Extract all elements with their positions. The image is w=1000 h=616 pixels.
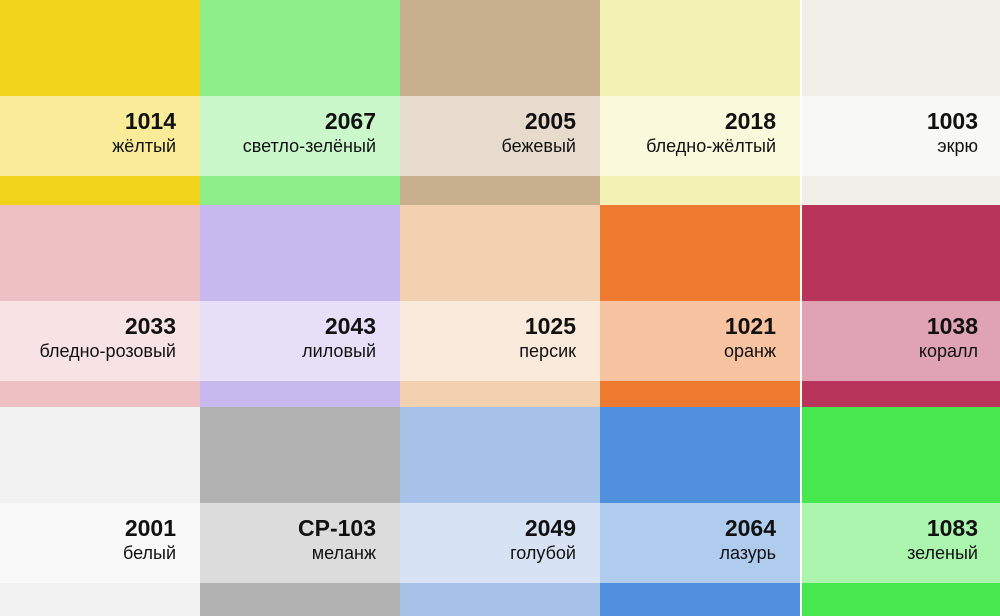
color-name: персик (519, 341, 576, 361)
color-name: жёлтый (112, 136, 176, 156)
color-code: 2001 (124, 515, 176, 541)
color-code: 1083 (926, 515, 978, 541)
label-band: 2033 бледно-розовый (0, 301, 200, 381)
color-code: 1014 (124, 108, 176, 134)
color-name: бледно-жёлтый (646, 136, 776, 156)
color-code: 2064 (724, 515, 776, 541)
label-band: 2005 бежевый (400, 96, 600, 176)
color-name: оранж (723, 341, 776, 361)
color-code: 2043 (324, 313, 376, 339)
swatch: 2064 лазурь (600, 407, 800, 616)
color-code: 1021 (724, 313, 776, 339)
swatch: 2043 лиловый (200, 205, 400, 407)
label-band: 2064 лазурь (600, 503, 800, 583)
color-name: светло-зелёный (242, 136, 376, 156)
label-band: 1083 зеленый (802, 503, 1000, 583)
color-code: 2005 (524, 108, 576, 134)
label-band: 2018 бледно-жёлтый (600, 96, 800, 176)
swatch: 1003 экрю (802, 0, 1000, 205)
color-name: экрю (937, 136, 978, 156)
swatch: 2067 светло-зелёный (200, 0, 400, 205)
swatch: 2005 бежевый (400, 0, 600, 205)
color-name: лиловый (302, 341, 376, 361)
swatch: 2001 белый (0, 407, 200, 616)
swatch: 1025 персик (400, 205, 600, 407)
swatch: СР-103 меланж (200, 407, 400, 616)
label-band: 2049 голубой (400, 503, 600, 583)
color-code: 2033 (124, 313, 176, 339)
label-band: 2001 белый (0, 503, 200, 583)
color-code: СР-103 (298, 515, 376, 541)
color-name: лазурь (719, 543, 776, 563)
swatch: 1083 зеленый (802, 407, 1000, 616)
color-code: 2067 (324, 108, 376, 134)
label-band: 1038 коралл (802, 301, 1000, 381)
swatch: 1038 коралл (802, 205, 1000, 407)
label-band: 2067 светло-зелёный (200, 96, 400, 176)
swatch: 2049 голубой (400, 407, 600, 616)
label-band: 1021 оранж (600, 301, 800, 381)
swatch: 2018 бледно-жёлтый (600, 0, 800, 205)
label-band: 2043 лиловый (200, 301, 400, 381)
color-name: зеленый (907, 543, 978, 563)
label-band: 1014 жёлтый (0, 96, 200, 176)
color-code: 2018 (724, 108, 776, 134)
color-name: голубой (510, 543, 576, 563)
swatch: 1014 жёлтый (0, 0, 200, 205)
color-code: 1025 (524, 313, 576, 339)
color-name: коралл (918, 341, 978, 361)
color-name: бежевый (501, 136, 576, 156)
color-name: меланж (311, 543, 376, 563)
swatch: 1021 оранж (600, 205, 800, 407)
swatch: 2033 бледно-розовый (0, 205, 200, 407)
color-code: 2049 (524, 515, 576, 541)
color-name: белый (122, 543, 176, 563)
label-band: 1025 персик (400, 301, 600, 381)
label-band: СР-103 меланж (200, 503, 400, 583)
label-band: 1003 экрю (802, 96, 1000, 176)
color-code: 1003 (926, 108, 978, 134)
color-code: 1038 (926, 313, 978, 339)
color-name: бледно-розовый (39, 341, 176, 361)
